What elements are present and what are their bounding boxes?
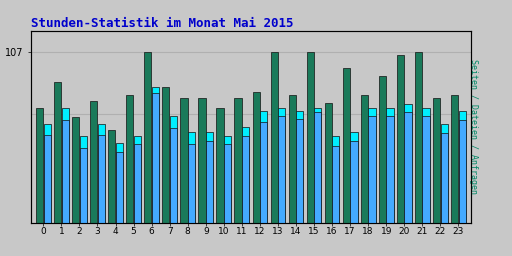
Bar: [80, 136, 87, 223]
Bar: [44, 135, 51, 223]
Bar: [144, 51, 152, 223]
Bar: [350, 132, 357, 223]
Bar: [180, 98, 187, 223]
Bar: [404, 104, 412, 223]
Bar: [296, 119, 304, 223]
Bar: [440, 123, 448, 223]
Bar: [459, 120, 466, 223]
Bar: [152, 87, 159, 223]
Y-axis label: Seiten / Dateien / Anfragen: Seiten / Dateien / Anfragen: [469, 59, 478, 194]
Bar: [206, 141, 213, 223]
Bar: [217, 108, 224, 223]
Bar: [224, 136, 231, 223]
Bar: [116, 152, 123, 223]
Bar: [361, 95, 368, 223]
Bar: [188, 144, 195, 223]
Bar: [368, 115, 376, 223]
Bar: [422, 115, 430, 223]
Bar: [98, 135, 105, 223]
Bar: [270, 51, 278, 223]
Bar: [170, 128, 177, 223]
Bar: [260, 122, 267, 223]
Bar: [126, 95, 134, 223]
Bar: [108, 130, 115, 223]
Text: Stunden-Statistik im Monat Mai 2015: Stunden-Statistik im Monat Mai 2015: [31, 17, 293, 29]
Bar: [98, 123, 105, 223]
Bar: [332, 146, 339, 223]
Bar: [224, 144, 231, 223]
Bar: [170, 115, 177, 223]
Bar: [451, 95, 458, 223]
Bar: [387, 115, 394, 223]
Bar: [296, 111, 304, 223]
Bar: [314, 112, 322, 223]
Bar: [260, 111, 267, 223]
Bar: [415, 51, 422, 223]
Bar: [307, 51, 314, 223]
Bar: [90, 101, 97, 223]
Bar: [134, 136, 141, 223]
Bar: [80, 147, 87, 223]
Bar: [422, 108, 430, 223]
Bar: [242, 136, 249, 223]
Bar: [332, 136, 339, 223]
Bar: [152, 93, 159, 223]
Bar: [134, 144, 141, 223]
Bar: [343, 68, 350, 223]
Bar: [350, 141, 357, 223]
Bar: [198, 98, 206, 223]
Bar: [234, 98, 242, 223]
Bar: [162, 87, 169, 223]
Bar: [379, 76, 386, 223]
Bar: [387, 108, 394, 223]
Bar: [206, 132, 213, 223]
Bar: [61, 108, 69, 223]
Bar: [325, 103, 332, 223]
Bar: [242, 127, 249, 223]
Bar: [433, 98, 440, 223]
Bar: [188, 132, 195, 223]
Bar: [278, 115, 285, 223]
Bar: [116, 143, 123, 223]
Bar: [440, 133, 448, 223]
Bar: [459, 111, 466, 223]
Bar: [61, 120, 69, 223]
Bar: [404, 112, 412, 223]
Bar: [36, 108, 43, 223]
Bar: [368, 108, 376, 223]
Bar: [72, 117, 79, 223]
Bar: [278, 108, 285, 223]
Bar: [44, 123, 51, 223]
Bar: [397, 55, 404, 223]
Bar: [54, 82, 61, 223]
Bar: [252, 91, 260, 223]
Bar: [289, 95, 296, 223]
Bar: [314, 108, 322, 223]
